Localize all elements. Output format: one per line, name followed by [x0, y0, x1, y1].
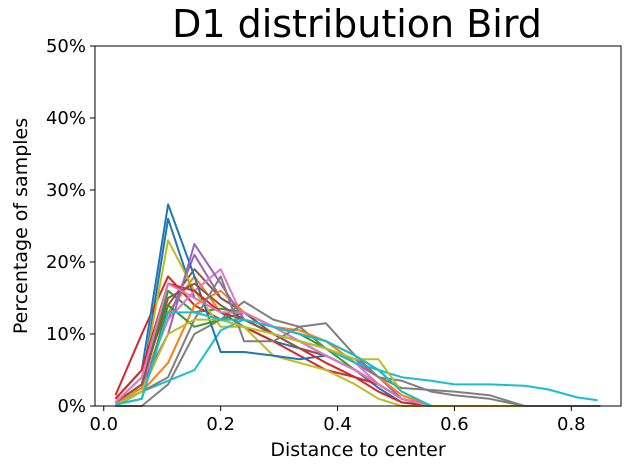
x-tick-label: 0.2	[206, 414, 235, 435]
series-line-10	[115, 318, 598, 407]
series-lines	[114, 203, 601, 407]
y-tick-label: 10%	[46, 324, 86, 345]
x-axis: 0.0 0.2 0.4 0.6 0.8	[89, 406, 586, 435]
y-axis: 0% 10% 20% 30% 40% 50%	[46, 36, 95, 417]
y-tick-label: 30%	[46, 180, 86, 201]
chart-title: D1 distribution Bird	[172, 2, 542, 46]
x-tick-label: 0.4	[323, 414, 352, 435]
y-tick-label: 50%	[46, 36, 86, 57]
y-tick-label: 20%	[46, 252, 86, 273]
series-line-18	[115, 275, 601, 407]
x-axis-title: Distance to center	[270, 439, 446, 461]
x-tick-label: 0.0	[89, 414, 118, 435]
x-tick-label: 0.8	[557, 414, 586, 435]
plot-frame	[94, 45, 622, 407]
y-axis-title: Percentage of samples	[10, 118, 32, 334]
y-tick-label: 0%	[57, 396, 86, 417]
y-tick-label: 40%	[46, 108, 86, 129]
series-line-19	[115, 318, 432, 407]
series-line-20	[115, 311, 432, 407]
x-tick-label: 0.6	[440, 414, 469, 435]
